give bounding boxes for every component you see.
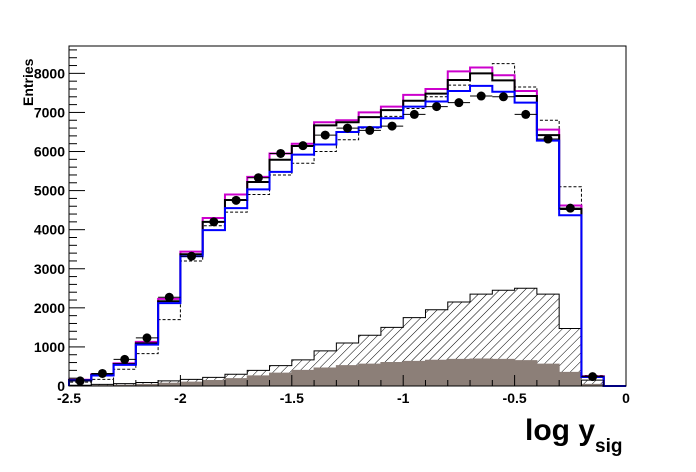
x-tick-label: -2.5 bbox=[57, 390, 81, 406]
data-point bbox=[543, 134, 553, 144]
y-tick-label: 6000 bbox=[34, 144, 65, 160]
x-tick-label: -1 bbox=[397, 390, 410, 406]
data-point bbox=[476, 91, 486, 101]
x-tick-label: 0 bbox=[622, 390, 630, 406]
data-point bbox=[209, 217, 219, 227]
data-point bbox=[498, 92, 508, 102]
data-point bbox=[164, 292, 174, 302]
y-tick-label: 8000 bbox=[34, 65, 65, 81]
data-point bbox=[343, 123, 352, 133]
y-tick-label: 7000 bbox=[34, 104, 65, 120]
histogram-line-3 bbox=[68, 84, 626, 387]
data-point bbox=[432, 102, 442, 112]
data-point bbox=[521, 109, 531, 119]
data-point bbox=[454, 98, 464, 108]
data-point bbox=[276, 148, 286, 158]
data-point bbox=[142, 333, 152, 343]
data-point bbox=[75, 376, 85, 386]
x-axis-label-main: log y bbox=[525, 414, 595, 447]
data-point bbox=[365, 125, 375, 135]
y-axis-label: Entries bbox=[20, 58, 36, 106]
x-axis-label: log ysig bbox=[525, 414, 622, 457]
data-point bbox=[409, 109, 419, 119]
filled-histogram-5 bbox=[69, 358, 626, 387]
plot-frame bbox=[68, 45, 627, 387]
filled-histogram-layer bbox=[68, 287, 626, 387]
data-point bbox=[120, 354, 130, 364]
axes-layer: -2.5 -2 -1.5 -1 -0.5 0 0 1000 2000 3000 4000 5000 60… bbox=[34, 49, 630, 406]
data-point bbox=[231, 195, 241, 205]
data-points-layer bbox=[69, 91, 604, 386]
data-point bbox=[588, 372, 598, 382]
x-tick-label: -2 bbox=[174, 390, 187, 406]
y-tick-label: 1000 bbox=[34, 339, 65, 355]
x-tick-label: -1.5 bbox=[280, 390, 304, 406]
x-tick-label: -0.5 bbox=[503, 390, 527, 406]
data-point bbox=[387, 121, 397, 131]
data-point bbox=[187, 251, 197, 261]
y-tick-label: 0 bbox=[57, 378, 65, 394]
y-tick-label: 4000 bbox=[34, 222, 65, 238]
x-axis-label-subscript: sig bbox=[595, 436, 622, 457]
line-histogram-layer bbox=[68, 63, 626, 387]
y-tick-label: 2000 bbox=[34, 300, 65, 316]
data-point bbox=[298, 141, 308, 151]
y-tick-label: 3000 bbox=[34, 261, 65, 277]
data-point bbox=[320, 130, 330, 140]
y-tick-label: 5000 bbox=[34, 183, 65, 199]
data-point bbox=[97, 368, 107, 378]
data-point bbox=[253, 173, 263, 183]
data-point bbox=[565, 203, 575, 213]
